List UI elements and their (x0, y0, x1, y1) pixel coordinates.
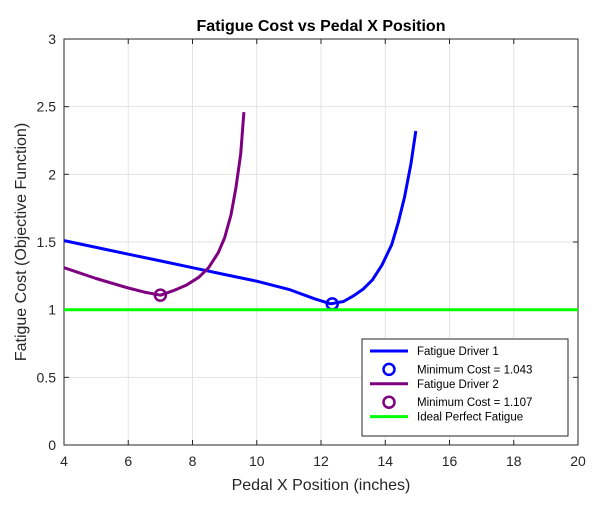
y-tick-label: 2.5 (37, 99, 57, 115)
legend-label: Minimum Cost = 1.043 (417, 364, 532, 376)
axis-ticks: 4 6 8 10 12 14 16 18 20 0 0.5 1 1.5 2 2.5 3 (37, 31, 586, 469)
y-tick-label: 0.5 (37, 369, 57, 385)
min-marker-minimum-cost-1-107 (153, 288, 168, 302)
series-line-fatigue-driver-2 (63, 111, 246, 297)
legend-label: Ideal Perfect Fatigue (417, 412, 523, 424)
x-tick-label: 18 (506, 453, 522, 469)
y-tick-label: 1.5 (37, 234, 57, 250)
x-tick-label: 10 (249, 453, 265, 469)
x-tick-label: 16 (442, 453, 458, 469)
x-tick-label: 6 (124, 453, 132, 469)
y-axis-label: Fatigue Cost (Objective Function) (13, 123, 30, 361)
x-tick-label: 20 (570, 453, 586, 469)
legend-label: Fatigue Driver 1 (417, 346, 499, 358)
x-tick-label: 12 (313, 453, 329, 469)
y-tick-label: 0 (48, 437, 56, 453)
legend-swatch-minimum-cost-1-107 (382, 395, 396, 409)
chart-title: Fatigue Cost vs Pedal X Position (197, 18, 446, 35)
x-tick-label: 14 (377, 453, 393, 469)
legend-box (361, 338, 569, 437)
legend-label: Minimum Cost = 1.107 (417, 397, 532, 409)
x-tick-label: 4 (60, 453, 68, 469)
y-tick-label: 2 (48, 166, 56, 182)
legend: Fatigue Driver 1 Minimum Cost = 1.043 Fati… (361, 338, 569, 437)
legend-label: Fatigue Driver 2 (417, 379, 499, 391)
x-axis-label: Pedal X Position (inches) (232, 477, 411, 494)
legend-swatch-minimum-cost-1-043 (382, 362, 396, 377)
x-tick-label: 8 (189, 453, 197, 469)
y-tick-label: 3 (48, 31, 56, 47)
series-layer (63, 111, 578, 312)
y-tick-label: 1 (48, 302, 56, 318)
